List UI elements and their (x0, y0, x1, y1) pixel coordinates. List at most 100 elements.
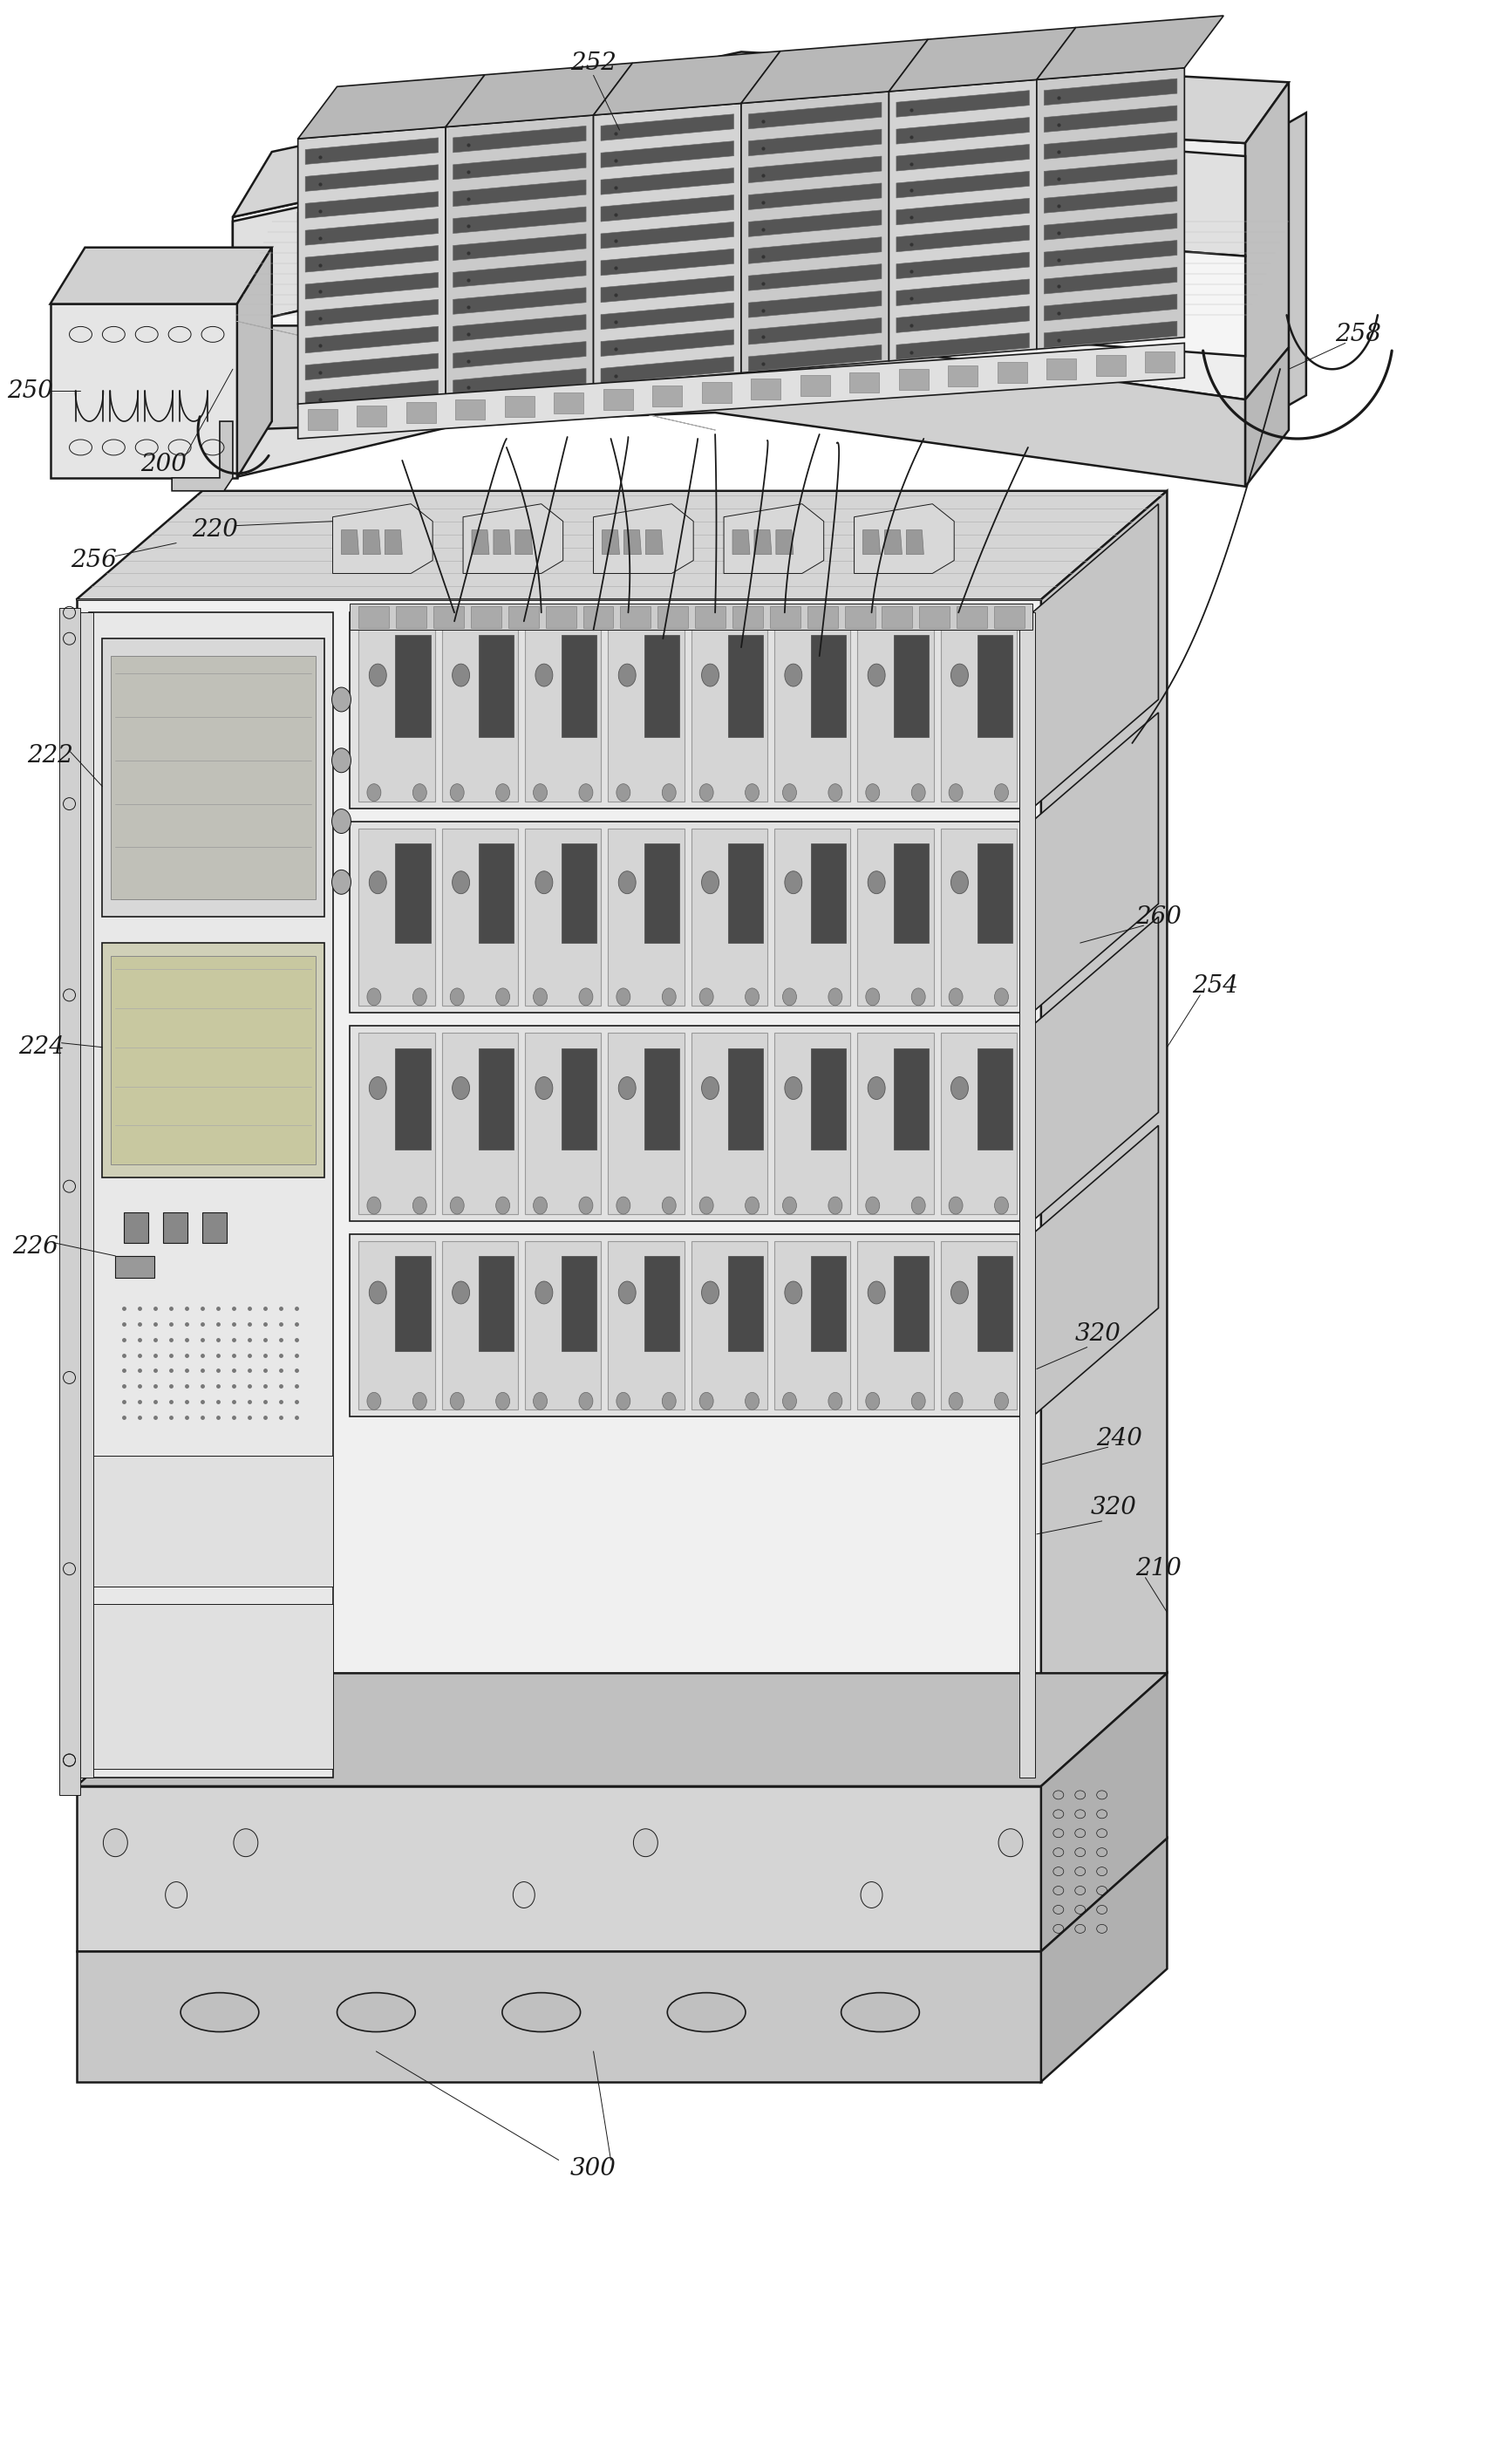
Polygon shape (306, 325, 438, 352)
Polygon shape (977, 636, 1013, 737)
Polygon shape (111, 655, 315, 899)
Polygon shape (584, 606, 613, 628)
Ellipse shape (618, 1077, 636, 1099)
Polygon shape (691, 618, 768, 801)
Polygon shape (601, 222, 734, 249)
Polygon shape (748, 291, 882, 318)
Ellipse shape (699, 1198, 713, 1215)
Polygon shape (748, 318, 882, 345)
Polygon shape (601, 195, 734, 222)
Polygon shape (748, 237, 882, 264)
Ellipse shape (699, 1392, 713, 1409)
Polygon shape (172, 421, 233, 490)
Polygon shape (748, 264, 882, 291)
Text: 250: 250 (7, 379, 53, 402)
Ellipse shape (413, 988, 426, 1005)
Polygon shape (658, 606, 688, 628)
Polygon shape (554, 392, 584, 414)
Ellipse shape (181, 1993, 258, 2033)
Polygon shape (894, 1257, 930, 1350)
Polygon shape (478, 843, 514, 944)
Polygon shape (526, 1242, 601, 1409)
Ellipse shape (783, 1198, 796, 1215)
Polygon shape (233, 325, 1246, 485)
Polygon shape (732, 530, 750, 554)
Polygon shape (116, 1257, 154, 1279)
Polygon shape (882, 606, 912, 628)
Polygon shape (728, 843, 763, 944)
Ellipse shape (450, 784, 465, 801)
Polygon shape (748, 209, 882, 237)
Ellipse shape (949, 784, 962, 801)
Polygon shape (76, 599, 1041, 1786)
Text: 254: 254 (1192, 976, 1238, 998)
Polygon shape (493, 530, 511, 554)
Ellipse shape (662, 784, 676, 801)
Polygon shape (453, 126, 587, 153)
Ellipse shape (995, 1392, 1008, 1409)
Polygon shape (233, 116, 1246, 325)
Ellipse shape (370, 1077, 386, 1099)
Polygon shape (652, 384, 682, 407)
Ellipse shape (616, 1198, 630, 1215)
Polygon shape (594, 505, 693, 574)
Polygon shape (463, 505, 563, 574)
Polygon shape (1041, 490, 1167, 1786)
Ellipse shape (912, 988, 925, 1005)
Polygon shape (1044, 106, 1178, 133)
Ellipse shape (496, 988, 509, 1005)
Polygon shape (298, 190, 428, 404)
Polygon shape (350, 614, 1032, 808)
Polygon shape (898, 370, 928, 389)
Polygon shape (478, 636, 514, 737)
Polygon shape (434, 606, 463, 628)
Ellipse shape (784, 1077, 802, 1099)
Polygon shape (263, 113, 1246, 330)
Polygon shape (526, 618, 601, 801)
Ellipse shape (829, 988, 842, 1005)
Polygon shape (857, 1242, 934, 1409)
Polygon shape (89, 1456, 333, 1587)
Polygon shape (350, 604, 1032, 631)
Ellipse shape (367, 784, 382, 801)
Polygon shape (1032, 917, 1158, 1222)
Polygon shape (545, 606, 576, 628)
Ellipse shape (950, 872, 968, 894)
Polygon shape (977, 843, 1013, 944)
Polygon shape (769, 606, 800, 628)
Polygon shape (940, 1032, 1017, 1215)
Ellipse shape (701, 1077, 719, 1099)
Ellipse shape (502, 1993, 581, 2033)
Ellipse shape (841, 1993, 919, 2033)
Polygon shape (748, 182, 882, 209)
Polygon shape (202, 1212, 227, 1242)
Polygon shape (741, 39, 928, 103)
Polygon shape (76, 490, 1167, 599)
Text: 210: 210 (1136, 1557, 1182, 1579)
Polygon shape (897, 172, 1029, 197)
Polygon shape (558, 143, 689, 352)
Polygon shape (558, 128, 719, 165)
Polygon shape (385, 530, 402, 554)
Polygon shape (102, 944, 324, 1178)
Polygon shape (1044, 241, 1178, 266)
Polygon shape (298, 74, 484, 138)
Text: 260: 260 (1136, 904, 1182, 929)
Text: 226: 226 (12, 1234, 58, 1259)
Ellipse shape (367, 988, 382, 1005)
Polygon shape (601, 249, 734, 276)
Polygon shape (1246, 113, 1307, 431)
Polygon shape (443, 1242, 518, 1409)
Text: 224: 224 (18, 1035, 64, 1060)
Polygon shape (748, 103, 882, 128)
Polygon shape (820, 121, 950, 315)
Polygon shape (594, 52, 780, 116)
Polygon shape (306, 352, 438, 379)
Polygon shape (443, 618, 518, 801)
Polygon shape (919, 606, 950, 628)
Polygon shape (59, 609, 80, 1794)
Ellipse shape (453, 663, 469, 687)
Polygon shape (998, 362, 1026, 382)
Polygon shape (396, 606, 426, 628)
Polygon shape (609, 1032, 685, 1215)
